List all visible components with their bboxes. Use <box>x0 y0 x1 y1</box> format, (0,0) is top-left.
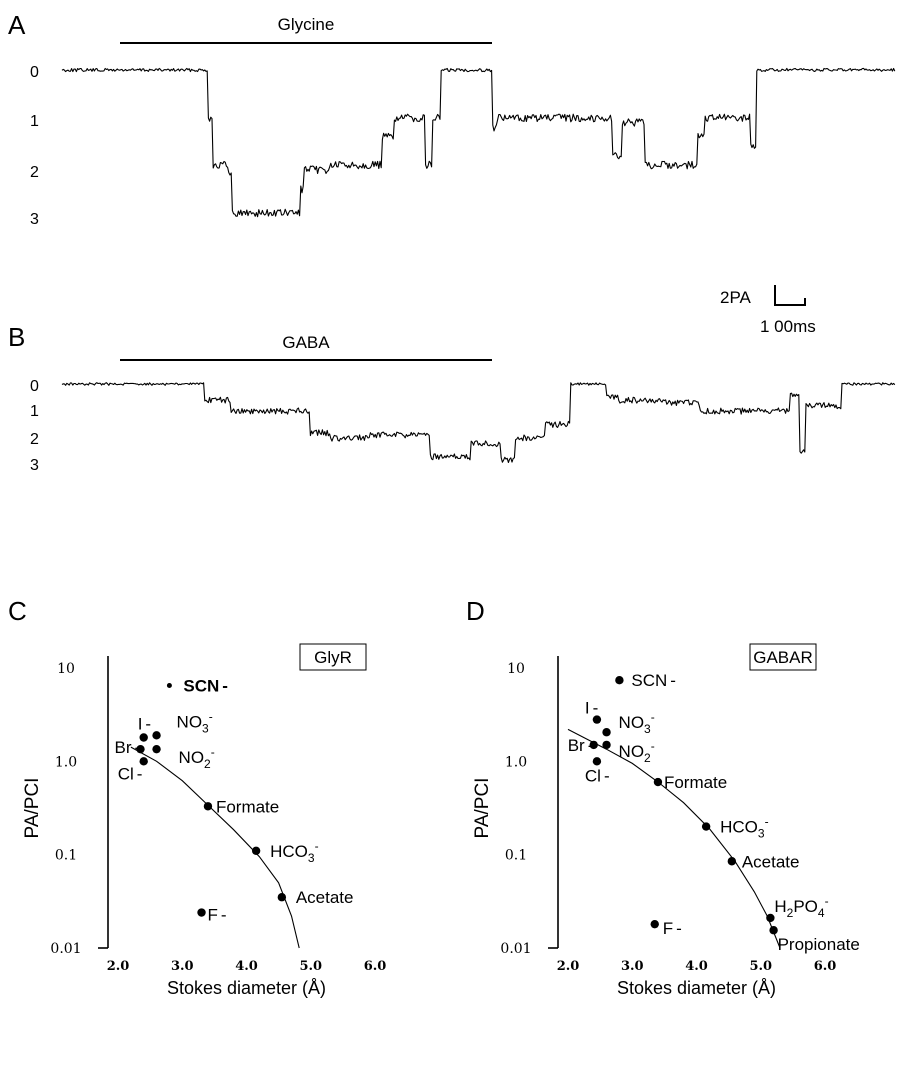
point-label-scn: SCN - <box>183 676 228 695</box>
point-label-formate: Formate <box>216 797 279 816</box>
gaba-label: GABA <box>282 333 330 352</box>
receptor-label: GABAR <box>753 648 813 667</box>
y-tick-label: 0.1 <box>505 848 527 864</box>
x-tick-label: 5.0 <box>299 959 322 974</box>
trace-a-level-1: 1 <box>30 113 39 130</box>
y-tick-label: 1.0 <box>505 754 527 770</box>
data-point-i <box>592 715 602 724</box>
data-point-br <box>136 744 145 754</box>
panel-letter-b: B <box>8 322 25 352</box>
data-point-acetate <box>277 893 287 902</box>
point-label-no3: NO3- <box>177 709 213 735</box>
scalebar <box>774 285 806 306</box>
receptor-box <box>299 643 367 671</box>
data-point-acetate <box>727 857 737 866</box>
panel-letter-d: D <box>466 596 485 626</box>
point-label-f: F- <box>208 906 227 925</box>
point-label-cl: Cl - <box>585 766 610 785</box>
y-tick-label: 0.1 <box>55 848 77 864</box>
point-label-hco3: HCO3- <box>720 815 768 841</box>
point-label-f: F- <box>663 919 682 938</box>
receptor-label: GlyR <box>314 648 352 667</box>
trace-b-level-0: 0 <box>30 378 39 395</box>
point-label-h2po4: H2PO4- <box>774 894 828 920</box>
data-point-formate <box>203 802 213 811</box>
point-label-br: Br - <box>568 736 594 755</box>
x-tick-label: 6.0 <box>814 959 837 974</box>
data-point-no2 <box>152 744 161 754</box>
data-point-no2 <box>602 740 611 750</box>
trace-b-level-3: 3 <box>30 457 39 474</box>
point-label-propionate: Propionate <box>778 935 860 954</box>
scalebar-time-label: 1 00ms <box>760 317 816 336</box>
trace-a-level-0: 0 <box>30 64 39 81</box>
point-label-i: I- <box>138 715 151 734</box>
point-label-i: I- <box>585 699 598 718</box>
data-point-hco3 <box>251 846 261 856</box>
x-tick-label: 3.0 <box>621 959 644 974</box>
point-label-no2: NO2- <box>619 739 655 765</box>
trace-a-level-2: 2 <box>30 164 39 181</box>
panel-letter-a: A <box>8 10 26 40</box>
trace-b-current <box>61 382 896 464</box>
trace-a-current <box>61 67 896 218</box>
glycine-label: Glycine <box>278 15 335 34</box>
data-point-scn <box>615 676 624 685</box>
data-point-no3 <box>152 731 161 740</box>
y-tick-label: 0.01 <box>50 941 81 957</box>
x-tick-label: 2.0 <box>107 959 130 974</box>
x-tick-label: 6.0 <box>364 959 387 974</box>
data-point-f <box>197 908 206 917</box>
point-label-no3: NO3- <box>619 710 655 736</box>
data-point-scn <box>166 682 172 688</box>
data-point-cl <box>139 757 148 766</box>
y-tick-label: 0.01 <box>500 941 531 957</box>
y-axis-label: PA/PCI <box>22 778 43 839</box>
fit-curve <box>567 728 781 949</box>
x-tick-label: 3.0 <box>171 959 194 974</box>
scalebar-current-label: 2PA <box>720 288 752 307</box>
data-point-i <box>139 733 148 742</box>
data-point-cl <box>592 757 602 766</box>
fit-curve <box>130 746 300 949</box>
x-tick-label: 2.0 <box>557 959 580 974</box>
x-tick-label: 5.0 <box>749 959 772 974</box>
data-point-propionate <box>769 926 778 935</box>
data-point-h2po4 <box>766 913 775 923</box>
y-tick-label: 10 <box>507 661 525 677</box>
x-tick-label: 4.0 <box>685 959 708 974</box>
point-label-br: Br - <box>114 738 140 757</box>
chart-c: 10 1.0 0.1 0.01 2.0 3.0 4.0 5.0 6.0 Stokes diamet… <box>22 643 387 998</box>
point-label-formate: Formate <box>664 773 727 792</box>
trace-b-level-1: 1 <box>30 403 39 420</box>
y-tick-label: 10 <box>57 661 75 677</box>
y-axis-label: PA/PCI <box>472 778 493 839</box>
x-axis-label: Stokes diameter (Å) <box>167 978 326 998</box>
data-point-f <box>650 919 659 929</box>
point-label-cl: Cl - <box>118 764 143 783</box>
data-point-no3 <box>602 728 611 737</box>
point-label-acetate: Acetate <box>296 888 354 907</box>
data-point-br <box>589 740 598 750</box>
point-label-scn: SCN - <box>631 671 676 690</box>
panel-letter-c: C <box>8 596 27 626</box>
x-axis-label: Stokes diameter (Å) <box>617 978 776 998</box>
point-label-hco3: HCO3- <box>270 839 318 865</box>
y-tick-label: 1.0 <box>55 754 77 770</box>
x-tick-label: 4.0 <box>235 959 258 974</box>
data-point-hco3 <box>701 822 711 831</box>
receptor-box <box>749 643 817 671</box>
chart-d: 10 1.0 0.1 0.01 2.0 3.0 4.0 5.0 6.0 Stokes diamet… <box>472 643 860 998</box>
point-label-no2: NO2- <box>179 745 215 771</box>
trace-a-level-3: 3 <box>30 211 39 228</box>
data-point-formate <box>653 777 663 787</box>
point-label-acetate: Acetate <box>742 852 800 871</box>
trace-b-level-2: 2 <box>30 431 39 448</box>
